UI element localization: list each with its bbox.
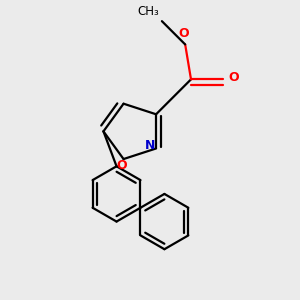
Text: O: O — [228, 71, 239, 84]
Text: O: O — [116, 159, 127, 172]
Text: N: N — [145, 139, 155, 152]
Text: O: O — [178, 27, 189, 40]
Text: CH₃: CH₃ — [137, 5, 159, 18]
